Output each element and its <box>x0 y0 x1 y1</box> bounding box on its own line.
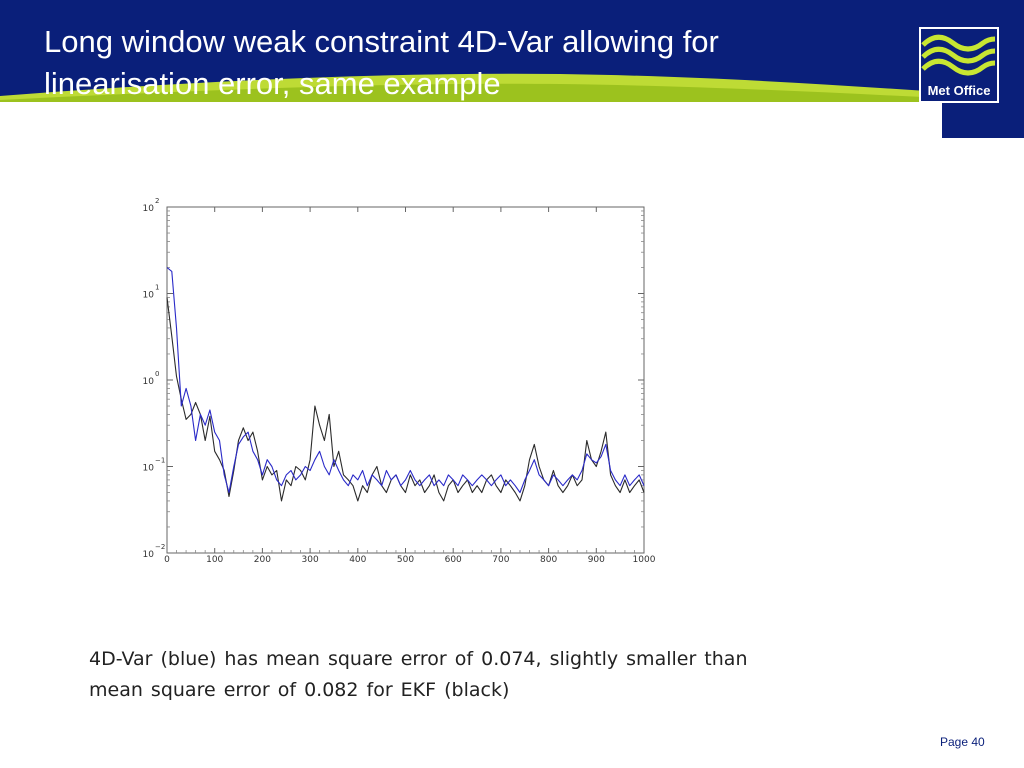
y-tick-label: 10 <box>143 204 155 214</box>
header-background <box>0 0 1024 138</box>
y-tick-label: 10 <box>143 377 155 387</box>
x-tick-label: 300 <box>302 555 319 565</box>
y-tick-exponent: −1 <box>155 457 165 465</box>
slide-title-line-2: linearisation error, same example <box>44 66 501 101</box>
y-tick-label: 10 <box>143 464 155 474</box>
y-tick-exponent: 2 <box>155 197 159 205</box>
mse-log-line-chart: 0 100 200 300 400 500 600 700 800 900 100010−210−1… <box>143 197 656 565</box>
series-line-ekf <box>166 297 645 502</box>
met-office-logo: Met Office <box>919 27 999 103</box>
y-tick-label: 10 <box>143 291 155 301</box>
page-number: Page 40 <box>940 735 985 749</box>
x-tick-label: 400 <box>349 555 366 565</box>
x-tick-label: 800 <box>540 555 557 565</box>
x-tick-label: 200 <box>254 555 271 565</box>
slide-title-line-1: Long window weak constraint 4D-Var allow… <box>44 24 719 59</box>
series-line-4d-var <box>166 267 645 494</box>
slide-header: Long window weak constraint 4D-Var allow… <box>0 0 1024 140</box>
x-tick-label: 100 <box>206 555 223 565</box>
logo-text: Met Office <box>928 83 991 98</box>
x-tick-label: 0 <box>164 555 170 565</box>
y-tick-label: 10 <box>143 550 155 560</box>
x-tick-label: 600 <box>445 555 462 565</box>
y-tick-exponent: 0 <box>155 370 159 378</box>
y-tick-exponent: 1 <box>155 284 159 292</box>
x-tick-label: 1000 <box>633 555 656 565</box>
caption-line-1: 4D-Var (blue) has mean square error of 0… <box>89 648 748 670</box>
plot-frame <box>166 206 645 554</box>
x-tick-label: 500 <box>397 555 414 565</box>
x-tick-label: 700 <box>492 555 509 565</box>
y-tick-exponent: −2 <box>155 543 165 551</box>
caption-line-2: mean square error of 0.082 for EKF (blac… <box>89 679 510 701</box>
x-tick-label: 900 <box>588 555 605 565</box>
